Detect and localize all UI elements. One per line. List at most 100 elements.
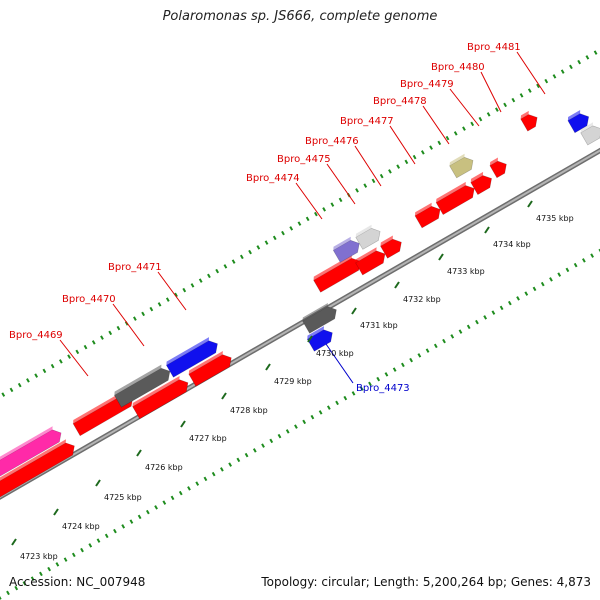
gene-label-bpro_4469[interactable]: Bpro_4469 <box>9 330 63 341</box>
gene-label-bpro_4471[interactable]: Bpro_4471 <box>108 262 162 273</box>
scale-major-tick <box>53 508 59 516</box>
leader-bpro_4481 <box>516 51 546 95</box>
upper-rail-tick <box>289 226 294 231</box>
lower-rail-tick <box>6 590 10 596</box>
lower-rail-tick <box>516 296 520 301</box>
feature-red-4479[interactable] <box>435 185 475 216</box>
upper-rail-tick <box>420 150 425 155</box>
upper-rail-tick <box>83 344 88 350</box>
scale-label-4733-kbp: 4733 kbp <box>447 267 485 276</box>
lower-rail-tick <box>359 386 364 391</box>
lower-rail-tick <box>409 357 413 363</box>
upper-rail-tick <box>314 211 318 217</box>
upper-rail-tick <box>388 169 392 174</box>
scale-major-tick <box>527 200 533 208</box>
leader-bpro_4475 <box>326 163 356 205</box>
lower-rail-tick <box>0 595 2 600</box>
lower-rail-tick <box>368 381 372 387</box>
gene-label-bpro_4473[interactable]: Bpro_4473 <box>356 383 410 394</box>
feature-red-4478[interactable] <box>414 205 441 229</box>
gene-labels[interactable]: Bpro_4469 Bpro_4470 Bpro_4471 Bpro_4473 Bpro… <box>9 42 521 394</box>
feature-light-gray-right[interactable] <box>580 125 600 146</box>
lower-rail-tick <box>549 277 553 282</box>
gene-features[interactable] <box>0 110 600 512</box>
feature-magenta-left-bevel <box>0 426 53 461</box>
gene-label-bpro_4479[interactable]: Bpro_4479 <box>400 79 454 90</box>
feature-red-4480b[interactable] <box>489 160 507 179</box>
feature-red-4475[interactable] <box>355 250 386 276</box>
lower-rail-tick <box>433 343 438 349</box>
lower-rail-tick <box>187 486 191 491</box>
lower-rail-tick <box>211 471 216 477</box>
upper-rail-tick <box>108 330 113 336</box>
lower-rail-tick <box>507 300 512 306</box>
upper-rail-tick <box>511 97 516 103</box>
scale-major-tick <box>136 449 142 457</box>
feature-red-4481[interactable] <box>520 114 538 132</box>
upper-rail-tick <box>519 93 524 98</box>
scale-label-4727-kbp: 4727 kbp <box>189 434 227 443</box>
lower-rail-tick <box>483 315 488 320</box>
feature-olive-4480[interactable] <box>449 156 474 179</box>
gene-label-bpro_4477[interactable]: Bpro_4477 <box>340 116 394 127</box>
feature-red-4471-lower[interactable] <box>188 354 232 387</box>
upper-rail-tick <box>174 292 178 298</box>
gene-label-bpro_4470[interactable]: Bpro_4470 <box>62 294 116 305</box>
upper-rail-tick <box>34 373 39 378</box>
lower-rail-tick <box>63 557 68 562</box>
lower-rail-tick <box>294 424 298 429</box>
upper-rail-tick <box>544 78 549 84</box>
gene-label-bpro_4481[interactable]: Bpro_4481 <box>467 42 521 53</box>
lower-rail-tick <box>236 457 241 463</box>
feature-dark-gray-4470[interactable] <box>113 367 171 408</box>
upper-rail-tick <box>248 249 252 255</box>
scale-label-4726-kbp: 4726 kbp <box>145 463 183 472</box>
lower-rail-tick <box>170 495 175 501</box>
feature-red-4477[interactable] <box>380 238 402 259</box>
gene-label-bpro_4480[interactable]: Bpro_4480 <box>431 62 485 73</box>
feature-red-4480-bevel <box>470 171 484 183</box>
feature-red-4470-lower-bevel <box>132 376 180 407</box>
lower-rail-tick <box>466 324 471 330</box>
feature-magenta-left[interactable] <box>0 429 62 487</box>
upper-rail-tick <box>577 59 582 65</box>
upper-rail-tick <box>429 145 433 150</box>
feature-lavender-4476[interactable] <box>332 239 360 263</box>
gene-label-bpro_4478[interactable]: Bpro_4478 <box>373 96 427 107</box>
lower-rail-tick <box>392 367 397 372</box>
scale-major-tick <box>11 538 17 546</box>
scale-major-tick <box>438 253 444 261</box>
gene-label-bpro_4474[interactable]: Bpro_4474 <box>246 173 300 184</box>
feature-dark-gray-4473[interactable] <box>302 306 337 334</box>
feature-dark-gray-4473-bevel <box>302 303 328 322</box>
scale-label-4731-kbp: 4731 kbp <box>360 321 398 330</box>
feature-red-4480[interactable] <box>470 175 492 196</box>
gene-label-bpro_4475[interactable]: Bpro_4475 <box>277 154 331 165</box>
lower-rail-tick <box>30 576 35 581</box>
upper-rail-tick <box>190 283 195 288</box>
scale-major-tick <box>221 392 227 400</box>
upper-rail-tick <box>330 202 335 207</box>
lower-rail-tick <box>499 305 504 311</box>
gene-label-bpro_4476[interactable]: Bpro_4476 <box>305 136 359 147</box>
scale-major-tick <box>394 281 400 289</box>
feature-light-gray-4476-bevel <box>355 224 372 238</box>
upper-rail-tick <box>470 121 475 127</box>
upper-rail-tick <box>272 235 277 241</box>
upper-rail-tick <box>207 273 211 279</box>
feature-red-4475-bevel <box>355 247 377 263</box>
lower-rail-tick <box>277 433 282 439</box>
feature-light-gray-4476[interactable] <box>355 227 381 250</box>
lower-rail-tick <box>145 509 150 515</box>
lower-rail-tick <box>335 400 339 406</box>
lower-rail-tick <box>195 481 200 486</box>
feature-blue-4471[interactable] <box>165 340 218 378</box>
upper-rail-tick <box>536 83 540 89</box>
feature-red-left-lower[interactable] <box>0 442 75 512</box>
feature-red-4470-lower[interactable] <box>132 379 189 420</box>
upper-rail-tick <box>17 382 22 388</box>
feature-red-4477-bevel <box>380 235 393 247</box>
lower-rail-tick <box>417 353 422 358</box>
upper-rail-tick <box>256 245 261 250</box>
